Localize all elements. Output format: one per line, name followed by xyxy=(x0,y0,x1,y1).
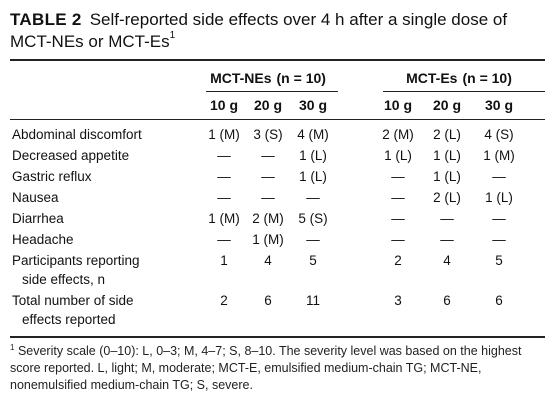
footnote-marker: 1 xyxy=(10,342,15,352)
group-rule xyxy=(383,91,545,92)
table-number: TABLE 2 xyxy=(10,10,82,29)
table-cell: 2 xyxy=(394,253,402,268)
table-cell: — xyxy=(492,211,506,226)
table-cell: 5 xyxy=(309,253,317,268)
table-cell: 4 xyxy=(264,253,272,268)
header-rule xyxy=(10,119,545,120)
table-cell: 1 (M) xyxy=(208,127,240,142)
table-cell: — xyxy=(217,148,231,163)
table-cell: 2 (M) xyxy=(382,127,414,142)
row-label: Gastric reflux xyxy=(12,169,92,184)
table-cell: 5 (S) xyxy=(298,211,328,226)
table-cell: 1 (L) xyxy=(299,169,327,184)
table-footnote: 1 Severity scale (0–10): L, 0–3; M, 4–7;… xyxy=(10,343,545,394)
table-cell: 6 xyxy=(443,293,451,308)
table-cell: 6 xyxy=(264,293,272,308)
table-cell: — xyxy=(492,232,506,247)
bottom-rule xyxy=(10,336,545,338)
table-cell: 2 (L) xyxy=(433,190,461,205)
table-cell: 5 xyxy=(495,253,503,268)
dose-header: 20 g xyxy=(253,97,283,113)
table-cell: 2 (L) xyxy=(433,127,461,142)
dose-header: 10 g xyxy=(383,97,413,113)
row-label: side effects, n xyxy=(22,272,106,287)
row-label: Nausea xyxy=(12,190,59,205)
table-cell: — xyxy=(261,190,275,205)
group-name: MCT-NEs xyxy=(210,70,272,86)
table-cell: 3 (S) xyxy=(253,127,283,142)
row-label: Abdominal discomfort xyxy=(12,127,142,142)
table-cell: — xyxy=(261,148,275,163)
row-label: Participants reporting xyxy=(12,253,140,268)
row-label: effects reported xyxy=(22,312,116,327)
table-cell: — xyxy=(391,211,405,226)
table-cell: 4 xyxy=(443,253,451,268)
table-cell: 1 (L) xyxy=(433,148,461,163)
group-n: (n = 10) xyxy=(276,70,326,86)
group-header: MCT-Es (n = 10) xyxy=(406,70,512,86)
table-cell: — xyxy=(306,232,320,247)
table-cell: 1 (L) xyxy=(433,169,461,184)
table-cell: 4 (M) xyxy=(297,127,329,142)
top-rule xyxy=(10,59,545,61)
table-title: Self-reported side effects over 4 h afte… xyxy=(10,10,508,51)
dose-header: 10 g xyxy=(209,97,239,113)
table-cell: 1 (L) xyxy=(299,148,327,163)
table-cell: — xyxy=(492,169,506,184)
table-cell: — xyxy=(391,169,405,184)
table-cell: 2 xyxy=(220,293,228,308)
table-cell: — xyxy=(217,190,231,205)
table-cell: — xyxy=(440,232,454,247)
table-caption: TABLE 2 Self-reported side effects over 4… xyxy=(10,9,545,53)
table-cell: — xyxy=(306,190,320,205)
dose-header: 30 g xyxy=(298,97,328,113)
table-cell: 11 xyxy=(305,293,321,308)
table-cell: — xyxy=(261,169,275,184)
caption-footnote-ref: 1 xyxy=(169,30,176,42)
group-name: MCT-Es xyxy=(406,70,458,86)
group-n: (n = 10) xyxy=(462,70,512,86)
table-cell: — xyxy=(391,190,405,205)
row-label: Total number of side xyxy=(12,293,134,308)
table-cell: — xyxy=(440,211,454,226)
table-cell: — xyxy=(217,169,231,184)
group-header: MCT-NEs (n = 10) xyxy=(210,70,326,86)
row-label: Decreased appetite xyxy=(12,148,130,163)
table-cell: 6 xyxy=(495,293,503,308)
footnote-text: Severity scale (0–10): L, 0–3; M, 4–7; S… xyxy=(10,344,522,392)
table-cell: 3 xyxy=(394,293,402,308)
table-cell: 1 (M) xyxy=(252,232,284,247)
group-rule xyxy=(206,91,338,92)
table-cell: — xyxy=(391,232,405,247)
table-cell: 1 (M) xyxy=(483,148,515,163)
dose-header: 30 g xyxy=(484,97,514,113)
dose-header: 20 g xyxy=(432,97,462,113)
table-cell: 1 (L) xyxy=(384,148,412,163)
table-cell: 1 (M) xyxy=(208,211,240,226)
table-cell: — xyxy=(217,232,231,247)
row-label: Diarrhea xyxy=(12,211,64,226)
table-cell: 1 xyxy=(220,253,228,268)
table-cell: 1 (L) xyxy=(485,190,513,205)
table-cell: 2 (M) xyxy=(252,211,284,226)
row-label: Headache xyxy=(12,232,74,247)
table-cell: 4 (S) xyxy=(484,127,514,142)
